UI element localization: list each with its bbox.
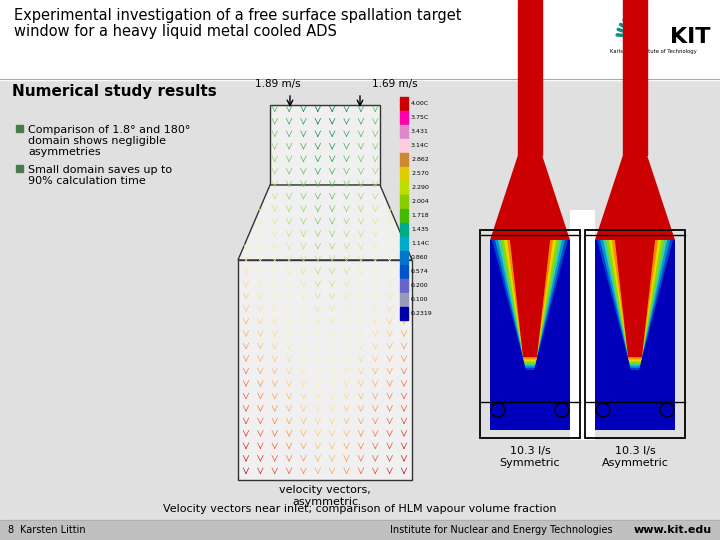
Text: 90% calculation time: 90% calculation time (28, 176, 145, 186)
Polygon shape (597, 240, 673, 370)
Bar (400, 307, 408, 320)
Bar (400, 265, 408, 278)
Text: Velocity vectors near inlet; comparison of HLM vapour volume fraction: Velocity vectors near inlet; comparison … (163, 504, 557, 514)
Bar (238, 260, 412, 480)
Bar (585, 230, 685, 438)
Text: domain shows negligible: domain shows negligible (28, 136, 166, 146)
Text: 3.75C: 3.75C (411, 115, 429, 120)
Bar (16, 125, 23, 132)
Text: Institute for Nuclear and Energy Technologies: Institute for Nuclear and Energy Technol… (390, 525, 613, 535)
Text: 4.00C: 4.00C (411, 101, 429, 106)
Bar (0, 0, 720, 80)
Polygon shape (492, 240, 568, 370)
Polygon shape (495, 240, 565, 368)
Text: 3.14C: 3.14C (411, 143, 429, 148)
Polygon shape (615, 240, 655, 357)
Text: 1.14C: 1.14C (411, 241, 429, 246)
Polygon shape (504, 240, 556, 361)
Text: 2.004: 2.004 (411, 199, 428, 204)
Polygon shape (238, 185, 412, 260)
Bar (400, 223, 408, 236)
Text: Experimental investigation of a free surface spallation target: Experimental investigation of a free sur… (14, 8, 462, 23)
Text: 10.3 l/s
Symmetric: 10.3 l/s Symmetric (500, 446, 560, 468)
Polygon shape (606, 240, 664, 363)
Text: 2.290: 2.290 (411, 185, 429, 190)
Bar (400, 153, 408, 166)
Bar (400, 139, 408, 152)
Polygon shape (612, 240, 658, 359)
Bar (400, 125, 408, 138)
Bar (400, 181, 408, 194)
Text: 0.574: 0.574 (411, 269, 428, 274)
Text: KIT: KIT (670, 27, 711, 47)
Polygon shape (498, 240, 562, 366)
Bar (518, 0, 542, 155)
Polygon shape (600, 240, 670, 368)
Polygon shape (490, 155, 570, 240)
Text: 0.2319: 0.2319 (411, 311, 433, 316)
Text: 1.718: 1.718 (411, 213, 428, 218)
Text: 1.435: 1.435 (411, 227, 428, 232)
Text: 1.89 m/s: 1.89 m/s (255, 79, 301, 89)
Bar (570, 210, 595, 440)
Text: 2.570: 2.570 (411, 171, 428, 176)
Polygon shape (507, 240, 553, 359)
Text: Comparison of 1.8° and 180°: Comparison of 1.8° and 180° (28, 125, 190, 135)
Bar (16, 165, 23, 172)
Text: 0.200: 0.200 (411, 283, 428, 288)
Bar (480, 230, 580, 438)
Polygon shape (510, 240, 550, 357)
Polygon shape (597, 240, 673, 370)
Bar (400, 279, 408, 292)
Polygon shape (603, 240, 667, 366)
Bar (615, 7, 713, 75)
Text: 8: 8 (7, 525, 13, 535)
Text: window for a heavy liquid metal cooled ADS: window for a heavy liquid metal cooled A… (14, 24, 337, 39)
Bar (400, 209, 408, 222)
Bar (270, 105, 380, 185)
Text: 10.3 l/s
Asymmetric: 10.3 l/s Asymmetric (602, 446, 668, 468)
Bar (400, 167, 408, 180)
Text: 1.69 m/s: 1.69 m/s (372, 79, 418, 89)
Text: asymmetries: asymmetries (28, 147, 101, 157)
Text: velocity vectors,
asymmetric: velocity vectors, asymmetric (279, 485, 371, 507)
Text: Numerical study results: Numerical study results (12, 84, 217, 99)
Bar (595, 240, 675, 430)
Bar (400, 195, 408, 208)
Bar (400, 237, 408, 250)
Bar (0, 520, 720, 540)
Polygon shape (501, 240, 559, 363)
Bar (623, 0, 647, 155)
Text: Karlsruhe Institute of Technology: Karlsruhe Institute of Technology (610, 50, 696, 55)
Text: Karsten Littin: Karsten Littin (20, 525, 86, 535)
Polygon shape (492, 240, 568, 370)
Bar (400, 111, 408, 124)
Polygon shape (595, 155, 675, 240)
Bar (400, 293, 408, 306)
Bar (400, 251, 408, 264)
Text: Small domain saves up to: Small domain saves up to (28, 165, 172, 175)
Polygon shape (609, 240, 661, 361)
Text: 3.431: 3.431 (411, 129, 429, 134)
Text: 0.860: 0.860 (411, 255, 428, 260)
Text: 0.100: 0.100 (411, 297, 428, 302)
Bar (400, 97, 408, 110)
Text: www.kit.edu: www.kit.edu (634, 525, 712, 535)
Bar (490, 240, 570, 430)
Text: 2.862: 2.862 (411, 157, 428, 162)
